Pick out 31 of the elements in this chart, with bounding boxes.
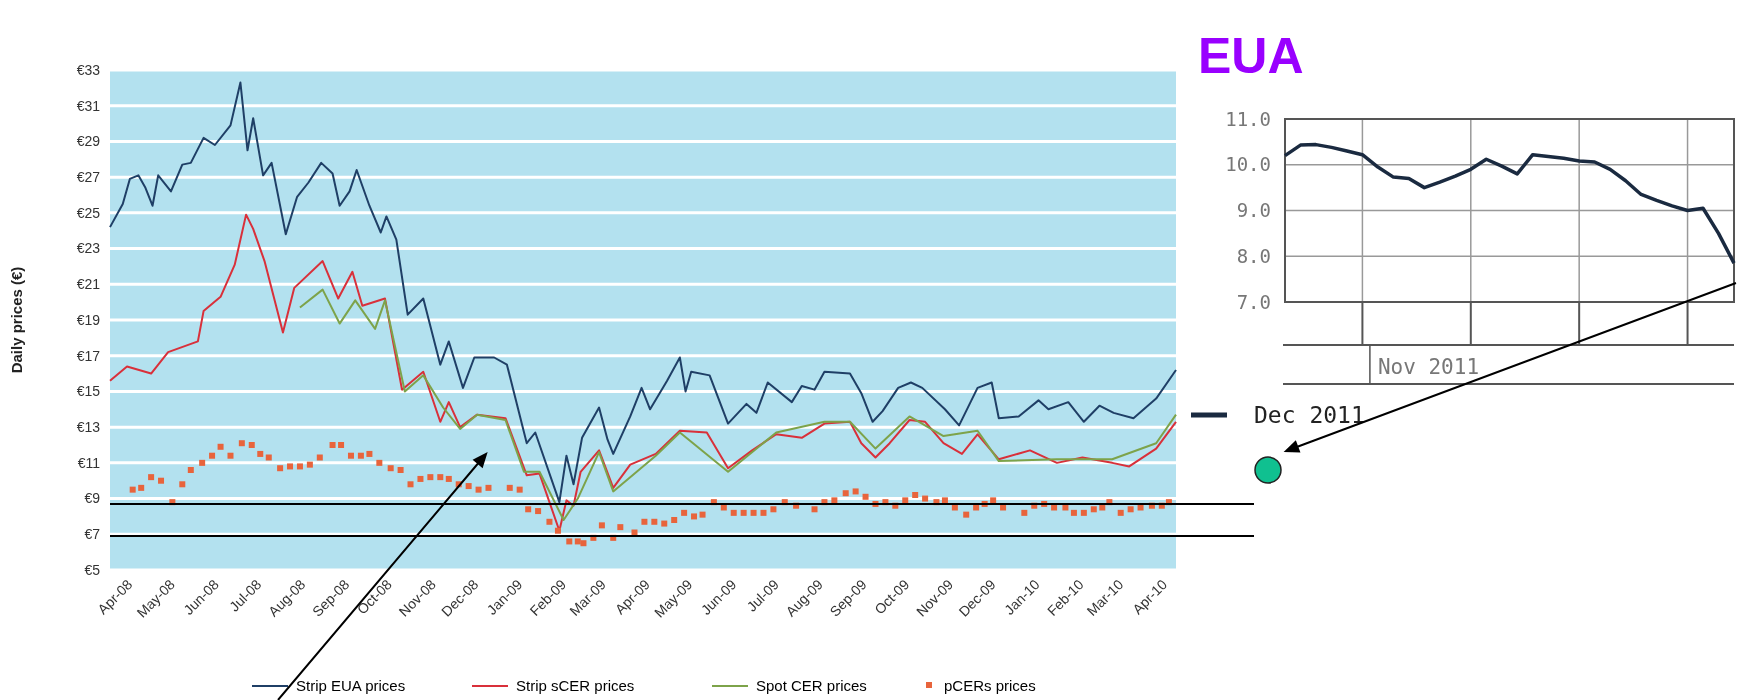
y-tick-label: €25 — [76, 204, 101, 221]
y-tick-label: 8.0 — [1236, 244, 1271, 267]
legend-label: Strip sCER prices — [516, 677, 635, 694]
legend-label: Spot CER prices — [756, 677, 867, 694]
text: Nov 2011 — [1377, 355, 1480, 379]
y-tick-label: €23 — [76, 240, 101, 257]
y-tick-label: 7.0 — [1236, 290, 1271, 313]
y-tick-label: €19 — [76, 311, 101, 328]
legend-label: Dec 2011 — [1254, 402, 1365, 428]
y-tick-label: €27 — [76, 169, 101, 186]
line-series — [298, 288, 1177, 521]
line-series — [1283, 142, 1736, 265]
y-tick-label: €9 — [84, 490, 101, 507]
y-tick-label: 11.0 — [1225, 107, 1271, 130]
y-tick-label: €17 — [76, 347, 101, 364]
y-tick-label: €31 — [76, 97, 101, 114]
y-tick-label: €15 — [76, 383, 101, 400]
chart-title: EUA — [1198, 28, 1304, 84]
legend-label: pCERs prices — [944, 677, 1036, 694]
y-tick-label: €33 — [76, 61, 101, 78]
y-tick-label: €21 — [76, 276, 101, 293]
y-tick-label: €13 — [76, 419, 101, 436]
line-series — [109, 81, 1177, 504]
y-tick-label: 9.0 — [1236, 199, 1271, 222]
y-tick-label: €7 — [84, 526, 101, 543]
y-tick-label: €5 — [84, 561, 101, 578]
y-axis-title: Daily prices (€) — [8, 266, 25, 374]
y-tick-label: €29 — [76, 133, 101, 150]
y-tick-label: €11 — [77, 454, 101, 471]
legend-label: Strip EUA prices — [296, 677, 406, 694]
y-tick-label: 10.0 — [1225, 153, 1271, 176]
